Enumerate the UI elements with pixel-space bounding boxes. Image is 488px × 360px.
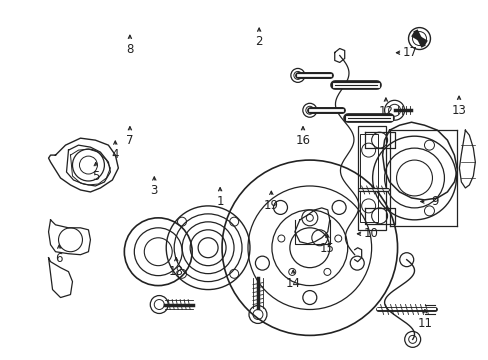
Text: 1: 1 xyxy=(216,195,224,208)
Bar xyxy=(357,126,385,230)
Text: 4: 4 xyxy=(111,148,119,161)
Text: 9: 9 xyxy=(430,195,438,208)
Text: 18: 18 xyxy=(168,265,183,278)
Text: 11: 11 xyxy=(417,317,431,330)
Text: 7: 7 xyxy=(126,134,133,147)
Text: 12: 12 xyxy=(378,105,393,118)
Text: 13: 13 xyxy=(451,104,466,117)
Text: 14: 14 xyxy=(285,278,300,291)
Text: 15: 15 xyxy=(319,242,334,255)
Text: 16: 16 xyxy=(295,134,310,147)
Text: 2: 2 xyxy=(255,35,263,49)
Text: 5: 5 xyxy=(92,170,99,183)
Text: 6: 6 xyxy=(55,252,63,265)
Bar xyxy=(359,134,377,222)
Text: 17: 17 xyxy=(402,46,417,59)
Text: 19: 19 xyxy=(264,199,278,212)
Text: 3: 3 xyxy=(150,184,158,197)
Text: 8: 8 xyxy=(126,42,133,55)
Text: 10: 10 xyxy=(363,227,378,240)
